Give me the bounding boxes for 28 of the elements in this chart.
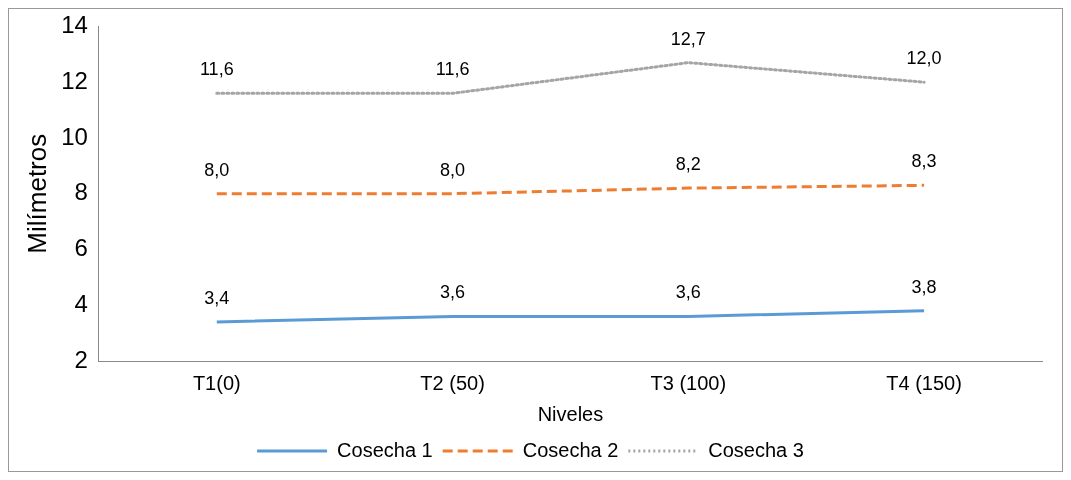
x-tick-label: T3 (100) — [650, 371, 727, 394]
y-tick-label: 14 — [61, 11, 88, 39]
data-label: 3,6 — [440, 282, 466, 303]
x-tick-label: T2 (50) — [420, 371, 485, 394]
data-label: 3,8 — [911, 276, 937, 297]
y-tick-label: 8 — [74, 178, 88, 206]
data-label: 12,7 — [670, 28, 706, 49]
data-label: 12,0 — [906, 48, 942, 69]
data-label: 3,6 — [675, 282, 701, 303]
x-tick-label: T4 (150) — [886, 371, 962, 394]
legend-label: Cosecha 1 — [337, 438, 433, 461]
y-tick-label: 4 — [74, 289, 88, 317]
data-label: 8,2 — [675, 154, 701, 175]
x-tick-label: T1(0) — [192, 371, 241, 394]
y-tick-label: 6 — [74, 234, 88, 262]
data-label: 11,6 — [199, 59, 234, 80]
x-axis-title: Niveles — [537, 402, 604, 425]
data-label: 11,6 — [435, 59, 470, 80]
data-label: 8,0 — [204, 159, 230, 180]
legend-label: Cosecha 3 — [708, 438, 804, 461]
data-label: 8,0 — [440, 159, 466, 180]
data-label: 8,3 — [911, 151, 937, 172]
y-tick-label: 2 — [74, 345, 88, 373]
y-axis-title: Milímetros — [21, 133, 52, 254]
y-tick-label: 12 — [61, 66, 88, 94]
y-tick-label: 10 — [61, 122, 88, 150]
legend-label: Cosecha 2 — [522, 438, 619, 461]
data-label: 3,4 — [204, 287, 230, 308]
